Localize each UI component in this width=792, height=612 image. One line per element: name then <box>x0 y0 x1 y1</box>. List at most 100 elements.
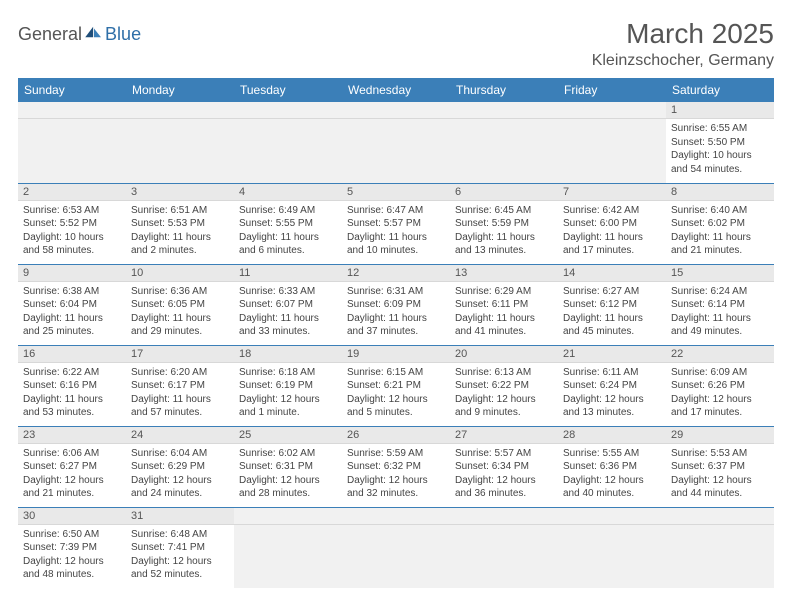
calendar-day-cell: 4Sunrise: 6:49 AMSunset: 5:55 PMDaylight… <box>234 183 342 264</box>
weekday-header: Sunday <box>18 78 126 102</box>
day-number: 9 <box>18 265 126 282</box>
calendar-day-cell: 2Sunrise: 6:53 AMSunset: 5:52 PMDaylight… <box>18 183 126 264</box>
daylight-text: Daylight: 11 hours and 29 minutes. <box>131 312 229 339</box>
day-details: Sunrise: 6:40 AMSunset: 6:02 PMDaylight:… <box>666 201 774 261</box>
calendar-week-row: 16Sunrise: 6:22 AMSunset: 6:16 PMDayligh… <box>18 345 774 426</box>
day-details: Sunrise: 5:57 AMSunset: 6:34 PMDaylight:… <box>450 444 558 504</box>
day-details: Sunrise: 6:22 AMSunset: 6:16 PMDaylight:… <box>18 363 126 423</box>
day-details: Sunrise: 6:18 AMSunset: 6:19 PMDaylight:… <box>234 363 342 423</box>
calendar-week-row: 1Sunrise: 6:55 AMSunset: 5:50 PMDaylight… <box>18 102 774 183</box>
day-number: 25 <box>234 427 342 444</box>
sunrise-text: Sunrise: 6:31 AM <box>347 285 445 299</box>
daylight-text: Daylight: 12 hours and 13 minutes. <box>563 393 661 420</box>
sunset-text: Sunset: 6:19 PM <box>239 379 337 393</box>
calendar-day-cell: 28Sunrise: 5:55 AMSunset: 6:36 PMDayligh… <box>558 426 666 507</box>
day-number: 26 <box>342 427 450 444</box>
sunrise-text: Sunrise: 6:50 AM <box>23 528 121 542</box>
calendar-day-cell <box>126 102 234 183</box>
sunset-text: Sunset: 6:11 PM <box>455 298 553 312</box>
day-details: Sunrise: 6:51 AMSunset: 5:53 PMDaylight:… <box>126 201 234 261</box>
daylight-text: Daylight: 11 hours and 17 minutes. <box>563 231 661 258</box>
calendar-day-cell: 18Sunrise: 6:18 AMSunset: 6:19 PMDayligh… <box>234 345 342 426</box>
header: General Blue March 2025 Kleinzschocher, … <box>18 18 774 70</box>
day-details: Sunrise: 6:49 AMSunset: 5:55 PMDaylight:… <box>234 201 342 261</box>
sunrise-text: Sunrise: 5:55 AM <box>563 447 661 461</box>
day-number-empty <box>126 102 234 119</box>
sunset-text: Sunset: 6:32 PM <box>347 460 445 474</box>
sunset-text: Sunset: 6:36 PM <box>563 460 661 474</box>
daylight-text: Daylight: 11 hours and 37 minutes. <box>347 312 445 339</box>
calendar-day-cell: 20Sunrise: 6:13 AMSunset: 6:22 PMDayligh… <box>450 345 558 426</box>
day-details: Sunrise: 6:02 AMSunset: 6:31 PMDaylight:… <box>234 444 342 504</box>
calendar-day-cell: 8Sunrise: 6:40 AMSunset: 6:02 PMDaylight… <box>666 183 774 264</box>
sunset-text: Sunset: 6:27 PM <box>23 460 121 474</box>
calendar-day-cell <box>450 102 558 183</box>
sunrise-text: Sunrise: 6:06 AM <box>23 447 121 461</box>
day-number: 17 <box>126 346 234 363</box>
day-number: 6 <box>450 184 558 201</box>
logo: General Blue <box>18 24 141 45</box>
calendar-day-cell <box>234 102 342 183</box>
daylight-text: Daylight: 11 hours and 57 minutes. <box>131 393 229 420</box>
sunset-text: Sunset: 5:55 PM <box>239 217 337 231</box>
day-number: 19 <box>342 346 450 363</box>
sunset-text: Sunset: 6:17 PM <box>131 379 229 393</box>
day-details: Sunrise: 6:36 AMSunset: 6:05 PMDaylight:… <box>126 282 234 342</box>
calendar-day-cell: 5 Sunrise: 6:47 AMSunset: 5:57 PMDaylight… <box>342 183 450 264</box>
day-number-empty <box>342 508 450 525</box>
sunset-text: Sunset: 6:12 PM <box>563 298 661 312</box>
day-number: 24 <box>126 427 234 444</box>
sunrise-text: Sunrise: 6:13 AM <box>455 366 553 380</box>
daylight-text: Daylight: 12 hours and 36 minutes. <box>455 474 553 501</box>
day-details: Sunrise: 6:13 AMSunset: 6:22 PMDaylight:… <box>450 363 558 423</box>
day-details: Sunrise: 6:20 AMSunset: 6:17 PMDaylight:… <box>126 363 234 423</box>
daylight-text: Daylight: 11 hours and 10 minutes. <box>347 231 445 258</box>
daylight-text: Daylight: 11 hours and 21 minutes. <box>671 231 769 258</box>
day-number: 18 <box>234 346 342 363</box>
day-number: 22 <box>666 346 774 363</box>
day-details: Sunrise: 6:09 AMSunset: 6:26 PMDaylight:… <box>666 363 774 423</box>
weekday-header: Thursday <box>450 78 558 102</box>
sunset-text: Sunset: 6:31 PM <box>239 460 337 474</box>
calendar-day-cell: 10Sunrise: 6:36 AMSunset: 6:05 PMDayligh… <box>126 264 234 345</box>
day-number: 5 <box>342 184 450 201</box>
day-number: 2 <box>18 184 126 201</box>
sunrise-text: Sunrise: 6:36 AM <box>131 285 229 299</box>
daylight-text: Daylight: 11 hours and 25 minutes. <box>23 312 121 339</box>
daylight-text: Daylight: 12 hours and 48 minutes. <box>23 555 121 582</box>
day-number: 30 <box>18 508 126 525</box>
calendar-day-cell: 30 Sunrise: 6:50 AMSunset: 7:39 PMDayligh… <box>18 507 126 588</box>
calendar-body: 1Sunrise: 6:55 AMSunset: 5:50 PMDaylight… <box>18 102 774 588</box>
calendar-day-cell: 3Sunrise: 6:51 AMSunset: 5:53 PMDaylight… <box>126 183 234 264</box>
day-number: 8 <box>666 184 774 201</box>
month-title: March 2025 <box>592 18 774 50</box>
sunset-text: Sunset: 5:57 PM <box>347 217 445 231</box>
weekday-header-row: SundayMondayTuesdayWednesdayThursdayFrid… <box>18 78 774 102</box>
weekday-header: Tuesday <box>234 78 342 102</box>
day-number: 20 <box>450 346 558 363</box>
sunset-text: Sunset: 6:04 PM <box>23 298 121 312</box>
day-details: Sunrise: 5:55 AMSunset: 6:36 PMDaylight:… <box>558 444 666 504</box>
sunrise-text: Sunrise: 6:45 AM <box>455 204 553 218</box>
sunset-text: Sunset: 7:39 PM <box>23 541 121 555</box>
daylight-text: Daylight: 12 hours and 1 minute. <box>239 393 337 420</box>
calendar-day-cell <box>666 507 774 588</box>
calendar-day-cell: 31Sunrise: 6:48 AMSunset: 7:41 PMDayligh… <box>126 507 234 588</box>
calendar-day-cell: 22Sunrise: 6:09 AMSunset: 6:26 PMDayligh… <box>666 345 774 426</box>
day-number: 21 <box>558 346 666 363</box>
daylight-text: Daylight: 11 hours and 33 minutes. <box>239 312 337 339</box>
daylight-text: Daylight: 12 hours and 17 minutes. <box>671 393 769 420</box>
sunrise-text: Sunrise: 6:51 AM <box>131 204 229 218</box>
day-number: 29 <box>666 427 774 444</box>
calendar-day-cell <box>558 507 666 588</box>
sunrise-text: Sunrise: 6:47 AM <box>347 204 445 218</box>
day-details: Sunrise: 6:04 AMSunset: 6:29 PMDaylight:… <box>126 444 234 504</box>
day-details: Sunrise: 6:33 AMSunset: 6:07 PMDaylight:… <box>234 282 342 342</box>
sunrise-text: Sunrise: 6:49 AM <box>239 204 337 218</box>
day-details: Sunrise: 6:11 AMSunset: 6:24 PMDaylight:… <box>558 363 666 423</box>
sunrise-text: Sunrise: 6:42 AM <box>563 204 661 218</box>
daylight-text: Daylight: 12 hours and 28 minutes. <box>239 474 337 501</box>
calendar-day-cell: 12Sunrise: 6:31 AMSunset: 6:09 PMDayligh… <box>342 264 450 345</box>
calendar-day-cell: 24Sunrise: 6:04 AMSunset: 6:29 PMDayligh… <box>126 426 234 507</box>
sunrise-text: Sunrise: 6:33 AM <box>239 285 337 299</box>
